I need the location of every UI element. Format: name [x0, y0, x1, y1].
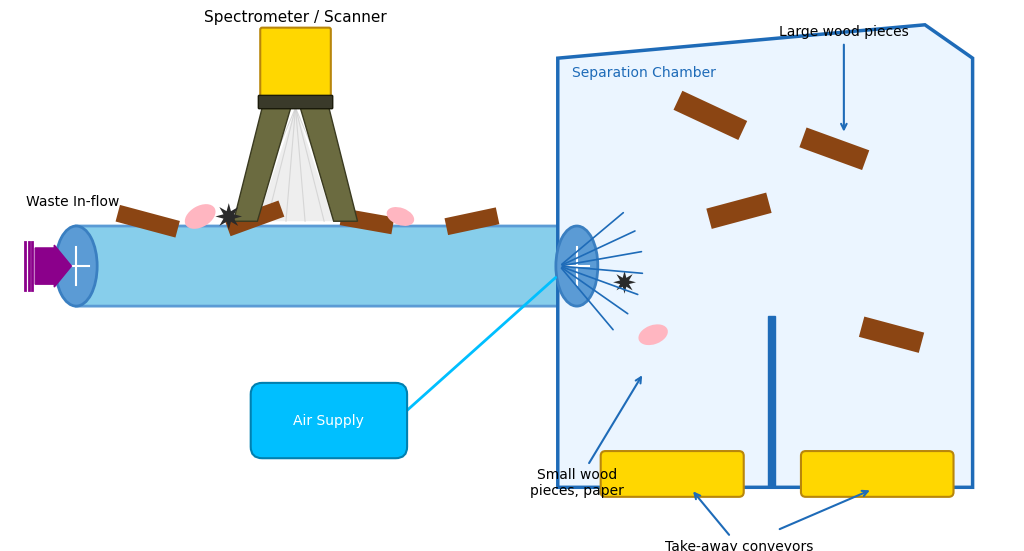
Polygon shape — [300, 108, 357, 222]
Text: Air Supply: Air Supply — [294, 414, 365, 428]
Text: Large wood pieces: Large wood pieces — [779, 25, 908, 129]
Ellipse shape — [387, 207, 414, 226]
FancyBboxPatch shape — [601, 451, 743, 497]
Text: Separation Chamber: Separation Chamber — [572, 66, 716, 80]
Text: Small wood
pieces, paper: Small wood pieces, paper — [529, 377, 641, 499]
Ellipse shape — [55, 226, 97, 306]
FancyBboxPatch shape — [76, 226, 577, 306]
Ellipse shape — [556, 226, 598, 306]
Polygon shape — [215, 203, 242, 230]
Polygon shape — [257, 108, 334, 222]
FancyBboxPatch shape — [251, 383, 408, 458]
Bar — [768, 316, 775, 487]
Polygon shape — [224, 201, 285, 236]
Ellipse shape — [184, 204, 215, 229]
Polygon shape — [444, 207, 500, 235]
Polygon shape — [800, 127, 869, 170]
Polygon shape — [558, 25, 973, 487]
Text: Waste In-flow: Waste In-flow — [26, 195, 119, 209]
FancyBboxPatch shape — [801, 451, 953, 497]
FancyBboxPatch shape — [258, 95, 333, 109]
Text: Take-away conveyors: Take-away conveyors — [665, 493, 813, 551]
Polygon shape — [340, 208, 394, 234]
Polygon shape — [116, 205, 180, 237]
Text: Spectrometer / Scanner: Spectrometer / Scanner — [204, 10, 387, 25]
Polygon shape — [859, 317, 925, 353]
Ellipse shape — [638, 325, 668, 345]
Polygon shape — [613, 271, 636, 294]
Polygon shape — [233, 108, 291, 222]
Polygon shape — [707, 193, 772, 229]
FancyArrow shape — [35, 245, 72, 287]
Polygon shape — [674, 91, 748, 140]
FancyBboxPatch shape — [260, 28, 331, 98]
